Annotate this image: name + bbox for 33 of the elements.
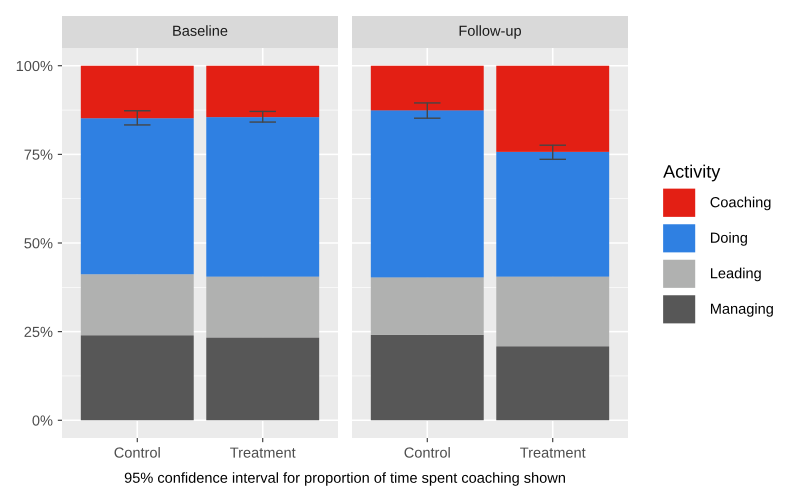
legend-label: Leading [710,268,761,282]
x-tick-label: Control [114,447,160,458]
text: 95% confidence interval for proportion of time spent coaching shown [124,472,565,486]
legend-label: Managing [710,303,773,317]
bar [370,110,484,278]
legend-label: Doing [710,232,747,246]
bar [496,152,610,277]
bar [206,338,320,420]
bar [80,274,194,336]
bar [370,66,484,110]
legend-title: Activity [663,164,720,182]
bar [80,118,194,274]
y-tick-label: 100% [16,60,52,72]
chart-title: Baseline [173,25,228,36]
bar [370,277,484,335]
bar [80,336,194,420]
x-tick-label: Treatment [230,448,296,458]
bar [80,66,194,118]
bar [496,346,610,420]
bar [496,276,610,347]
y-tick-label: 75% [24,150,52,160]
bar [206,117,320,277]
x-tick-label: Control [404,447,450,458]
bar [370,334,484,420]
bar [496,66,610,152]
y-tick-label: 50% [24,238,52,248]
y-tick-label: 25% [24,326,52,338]
x-tick-label: Treatment [520,448,586,458]
legend-label: Coaching [710,196,770,210]
bar [206,276,320,338]
bar [206,66,320,118]
chart-title: Follow-up [460,25,521,39]
y-tick-label: 0% [32,415,52,426]
